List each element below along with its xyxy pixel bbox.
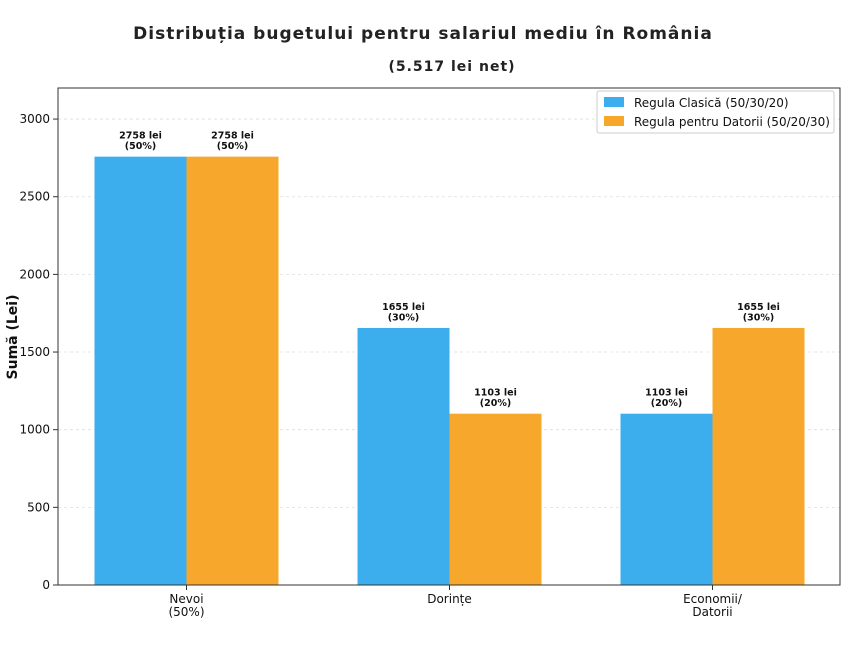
y-tick-label: 1000 [19, 423, 50, 437]
bar-debt-0 [186, 156, 279, 585]
legend-swatch-debt [604, 116, 624, 126]
chart-title: Distribuția bugetului pentru salariul me… [133, 24, 713, 44]
y-axis-ticks: 0 500 1000 1500 2000 2500 3000 [19, 112, 58, 592]
bar-debt-1 [449, 413, 542, 585]
legend: Regula Clasică (50/30/20) Regula pentru … [596, 90, 835, 134]
y-tick-label: 2000 [19, 267, 50, 281]
y-tick-label: 1500 [19, 345, 50, 359]
x-tick-label: Dorințe [427, 592, 472, 606]
bar-classic-0 [94, 156, 187, 585]
legend-swatch-classic [604, 97, 624, 107]
y-tick-label: 2500 [19, 190, 50, 204]
data-label: 1103 lei (20%) [645, 388, 688, 410]
data-labels: 2758 lei (50%) 2758 lei (50%) 1655 lei (30%) 1… [119, 131, 780, 410]
x-tick-label: Nevoi (50%) [168, 592, 204, 619]
y-tick-label: 3000 [19, 112, 50, 126]
y-tick-label: 0 [42, 578, 50, 592]
data-label: 1655 lei (30%) [737, 302, 780, 324]
x-axis-ticks: Nevoi (50%) Dorințe Economii/Datorii [168, 585, 743, 619]
y-axis-label: Sumă (Lei) [5, 295, 21, 380]
bars [94, 156, 805, 585]
chart-subtitle: (5.517 lei net) [388, 59, 515, 75]
bar-classic-2 [620, 413, 713, 585]
data-label: 2758 lei (50%) [119, 131, 162, 153]
data-label: 1655 lei (30%) [382, 302, 425, 324]
x-tick-label: Economii/Datorii [683, 592, 743, 619]
bar-classic-1 [357, 327, 450, 585]
bar-debt-2 [712, 327, 805, 585]
legend-box [596, 90, 835, 134]
data-label: 1103 lei (20%) [474, 388, 517, 410]
y-tick-label: 500 [27, 500, 50, 514]
legend-label-debt: Regula pentru Datorii (50/20/30) [634, 115, 830, 129]
data-label: 2758 lei (50%) [211, 131, 254, 153]
legend-label-classic: Regula Clasică (50/30/20) [634, 96, 789, 110]
